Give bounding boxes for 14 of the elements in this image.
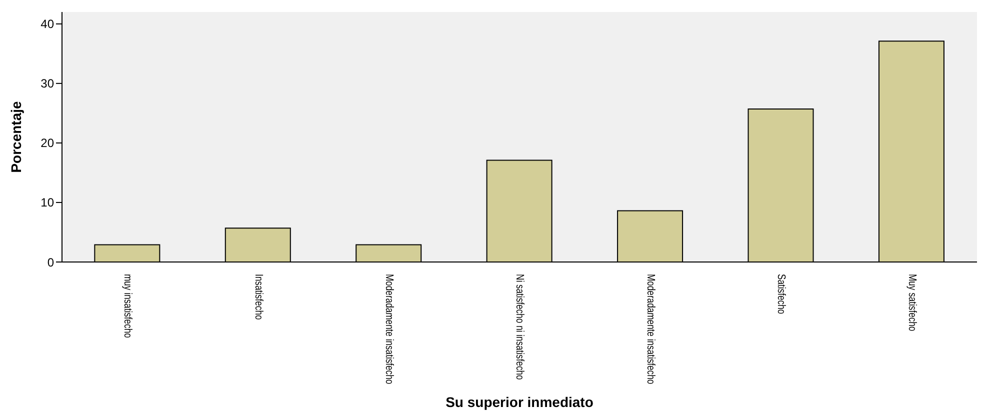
y-tick-label: 40: [40, 17, 54, 32]
x-tick-label: muy insatisfecho: [121, 274, 134, 338]
x-tick-label: Muy satisfecho: [906, 274, 918, 332]
x-tick-label: Moderadamente insatisfecho: [382, 274, 395, 385]
x-tick-label: Satisfecho: [774, 274, 788, 314]
x-axis-title: Su superior inmediato: [446, 394, 594, 410]
y-axis-title: Porcentaje: [8, 100, 24, 173]
x-tick-label: Insatisfecho: [252, 274, 264, 320]
x-tick-label: Moderadamente insatisfecho: [644, 274, 656, 385]
y-tick-label: 0: [47, 255, 54, 270]
y-tick-label: 10: [40, 196, 54, 210]
y-tick-label: 30: [40, 76, 54, 91]
y-tick-label: 20: [40, 136, 54, 150]
x-tick-label: Ni satisfecho ni insatisfecho: [513, 274, 526, 380]
